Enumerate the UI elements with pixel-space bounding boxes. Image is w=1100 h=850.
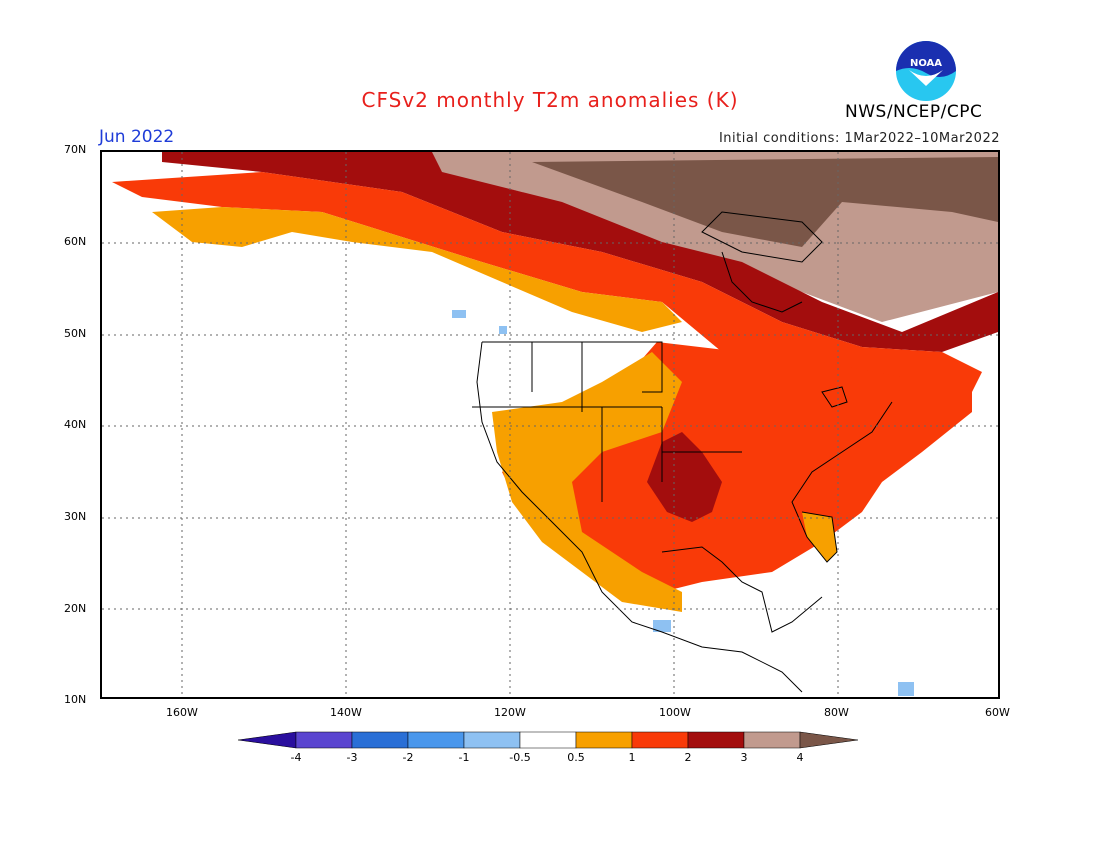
anomaly-region-orange-sw	[492, 352, 682, 612]
map-canvas	[102, 152, 998, 697]
initial-conditions: Initial conditions: 1Mar2022–10Mar2022	[718, 131, 1000, 146]
anomaly-map	[100, 150, 1000, 699]
colorbar: -4 -3 -2 -1 -0.5 0.5 1 2 3 4	[237, 731, 863, 764]
lat-label-20n: 20N	[64, 602, 87, 615]
colorbar-swatch-lt-4	[237, 731, 297, 749]
anomaly-region-darkred-plains	[647, 432, 722, 522]
anomaly-region-orange-alaska	[152, 207, 682, 332]
lat-label-30n: 30N	[64, 510, 87, 523]
lon-label-120w: 120W	[494, 706, 526, 719]
colorbar-swatch-1-05	[463, 731, 521, 749]
lat-label-10n: 10N	[64, 693, 87, 706]
agency-label: NWS/NCEP/CPC	[845, 102, 983, 122]
lat-label-50n: 50N	[64, 327, 87, 340]
graticule	[102, 152, 998, 697]
lat-label-40n: 40N	[64, 418, 87, 431]
colorbar-label: -2	[402, 751, 414, 764]
colorbar-label: 0.5	[567, 751, 585, 764]
colorbar-swatches	[237, 731, 859, 749]
anomaly-region-brown	[532, 157, 998, 247]
anomaly-region-red-alaska	[112, 172, 982, 392]
colorbar-label: 3	[740, 751, 748, 764]
lon-label-60w: 60W	[985, 706, 1010, 719]
map-title: CFSv2 monthly T2m anomalies (K)	[361, 88, 739, 112]
colorbar-swatch-3-2	[351, 731, 409, 749]
colorbar-label: 1	[628, 751, 636, 764]
colorbar-label: 4	[796, 751, 804, 764]
lat-label-70n: 70N	[64, 143, 87, 156]
colorbar-swatch-05-1	[575, 731, 633, 749]
colorbar-label: -1	[458, 751, 470, 764]
colorbar-label: 2	[684, 751, 692, 764]
lon-label-80w: 80W	[824, 706, 849, 719]
lon-label-100w: 100W	[659, 706, 691, 719]
anomaly-region-lightblue-4	[898, 682, 914, 696]
anomaly-region-orange-florida	[802, 512, 837, 562]
colorbar-swatch-3-4	[743, 731, 801, 749]
anomaly-region-lightblue-3	[653, 620, 671, 632]
colorbar-swatch-gt-4	[799, 731, 859, 749]
noaa-logo-icon: NOAA	[896, 41, 956, 101]
colorbar-swatch-2-1	[407, 731, 465, 749]
lon-label-160w: 160W	[166, 706, 198, 719]
colorbar-label: -4	[290, 751, 302, 764]
colorbar-swatch-1-2	[631, 731, 689, 749]
colorbar-label: -0.5	[509, 751, 531, 764]
colorbar-swatch-neutral	[519, 731, 577, 749]
anomaly-region-lightblue-1	[452, 310, 466, 318]
forecast-month: Jun 2022	[99, 127, 175, 147]
colorbar-swatch-2-3	[687, 731, 745, 749]
coastlines	[472, 211, 893, 693]
anomaly-region-lightblue-2	[499, 326, 507, 334]
colorbar-swatch-4-3	[295, 731, 353, 749]
noaa-logo-text: NOAA	[910, 58, 942, 69]
anomaly-region-darkred-north	[162, 152, 998, 352]
lat-label-60n: 60N	[64, 235, 87, 248]
lon-label-140w: 140W	[330, 706, 362, 719]
colorbar-label: -3	[346, 751, 358, 764]
